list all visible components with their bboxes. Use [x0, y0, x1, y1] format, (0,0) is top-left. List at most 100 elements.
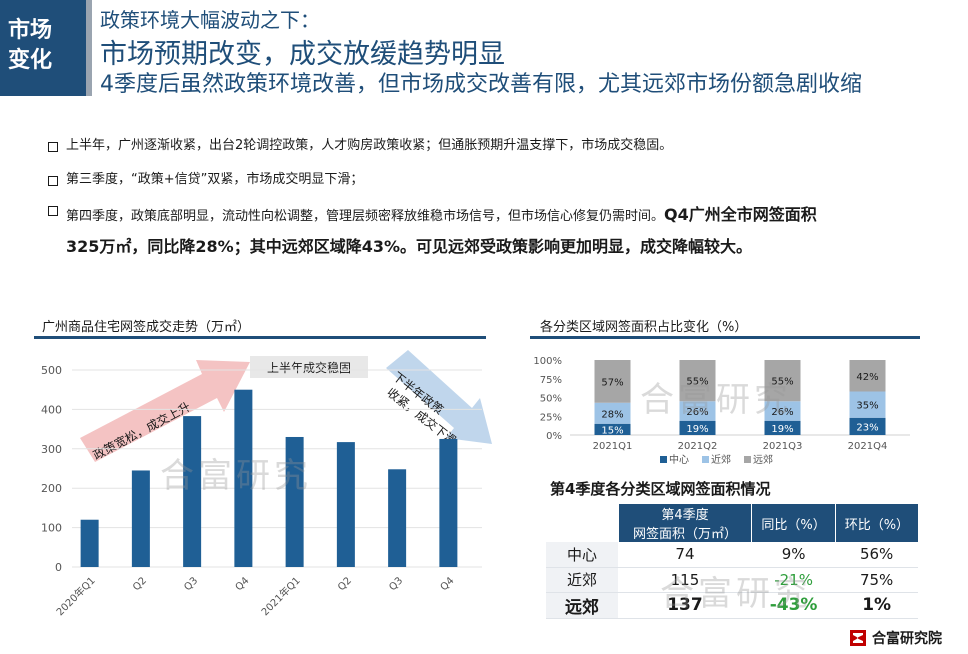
brand-logo-icon	[850, 630, 866, 646]
data-label: 55%	[771, 377, 793, 388]
page-subtitle: 政策环境大幅波动之下：	[100, 8, 320, 32]
y-tick-label: 500	[41, 364, 62, 377]
data-label: 26%	[686, 407, 708, 418]
row-area: 115	[618, 567, 752, 593]
legend-label: 中心	[669, 453, 689, 466]
left-chart-title: 广州商品住宅网签成交走势（万㎡）	[42, 320, 251, 335]
legend-label: 近郊	[711, 453, 731, 466]
x-tick-label: Q2	[131, 575, 149, 593]
watermark-left: 合富研究	[160, 456, 312, 496]
legend-label: 远郊	[753, 453, 773, 466]
x-tick-label: Q3	[182, 575, 200, 593]
data-label: 55%	[686, 377, 708, 388]
y-tick-label: 300	[41, 443, 62, 456]
stack-segment-近郊	[679, 401, 716, 421]
legend-swatch	[660, 456, 667, 463]
row-area: 137	[618, 592, 752, 619]
y-tick-label: 100	[41, 522, 62, 535]
watermark-table: 合富研究	[660, 574, 812, 614]
stack-segment-远郊	[849, 360, 886, 392]
row-yoy: 9%	[751, 542, 836, 568]
x-tick-label: Q2	[336, 575, 354, 593]
table-header-area: 第4季度网签面积（万㎡）	[618, 504, 753, 542]
bullet-list: 上半年，广州逐渐收紧，出台2轮调控政策，人才购房政策收紧；但通胀预期升温支撑下，…	[48, 136, 953, 278]
section-badge: 市场 变化	[0, 0, 86, 96]
table-row: 近郊 115 -21% 75%	[546, 567, 918, 593]
bar	[439, 438, 458, 567]
bullet-3-bold-b: 325万㎡，同比降28%；其中远郊区域降43%。可见远郊受政策影响更加明显，成交…	[66, 237, 752, 256]
row-area: 74	[618, 542, 752, 568]
data-label: 26%	[771, 407, 793, 418]
row-name: 中心	[546, 542, 618, 568]
x-tick-label: 2021Q1	[593, 441, 633, 452]
data-label: 23%	[856, 422, 878, 433]
y-tick-label: 100%	[533, 356, 562, 367]
legend-swatch	[702, 456, 709, 463]
bar	[80, 519, 99, 567]
bullet-item-3: 第四季度，政策底部明显，流动性向松调整，管理层频密释放维稳市场信号，但市场信心修…	[48, 200, 953, 264]
x-tick-label: Q3	[387, 575, 405, 593]
left-chart-rule	[34, 336, 486, 339]
y-tick-label: 200	[41, 482, 62, 495]
footer-text: 合富研究院	[872, 631, 942, 647]
stack-segment-中心	[594, 423, 631, 435]
stack-segment-近郊	[764, 401, 801, 421]
stack-segment-中心	[764, 420, 801, 435]
bar	[131, 470, 150, 567]
stack-segment-近郊	[594, 402, 631, 424]
y-tick-label: 0	[55, 561, 62, 574]
y-tick-label: 400	[41, 403, 62, 416]
stack-segment-近郊	[849, 391, 886, 418]
table-header-area-line2: 网签面积（万㎡）	[632, 527, 737, 542]
right-stacked-chart: 0% 25% 50% 75% 100% 15% 28% 57% 2021Q1 19% 26% 55% 2…	[533, 356, 910, 466]
table-header-area-line1: 第4季度	[661, 508, 709, 523]
table-header-yoy: 同比（%）	[751, 504, 836, 542]
x-tick-label: 2021Q3	[763, 441, 803, 452]
badge-stripe	[86, 0, 92, 96]
bar	[336, 442, 355, 567]
x-tick-label: Q4	[234, 575, 252, 593]
row-yoy: -43%	[751, 592, 836, 619]
footer-brand: 合富研究院	[850, 628, 942, 648]
row-qoq: 75%	[835, 567, 918, 593]
stack-segment-远郊	[594, 360, 631, 403]
page-headline: 4季度后虽然政策环境改善，但市场成交改善有限，尤其远郊市场份额急剧收缩	[100, 72, 862, 97]
x-tick-label: 2021年Q1	[258, 574, 302, 618]
bullet-3-text: 第四季度，政策底部明显，流动性向松调整，管理层频密释放维稳市场信号，但市场信心修…	[66, 209, 665, 224]
stack-segment-中心	[849, 417, 886, 435]
bar	[388, 469, 407, 567]
data-label: 57%	[601, 377, 623, 388]
row-qoq: 1%	[835, 592, 918, 619]
bullet-item-2: 第三季度，“政策+信贷”双紧，市场成交明显下滑；	[48, 170, 953, 190]
data-label: 28%	[601, 409, 623, 420]
table-header-qoq: 环比（%）	[835, 504, 918, 542]
x-tick-label: 2020年Q1	[53, 574, 97, 618]
table-title: 第4季度各分类区域网签面积情况	[550, 480, 771, 498]
right-chart-title: 各分类区域网签面积占比变化（%）	[540, 320, 748, 335]
annotation-box-text: 上半年成交稳固	[267, 360, 351, 375]
data-label: 19%	[686, 424, 708, 435]
row-name: 近郊	[546, 567, 618, 593]
stack-segment-远郊	[679, 360, 716, 402]
y-tick-label: 75%	[540, 375, 562, 386]
row-name: 远郊	[546, 592, 618, 619]
table-row: 中心 74 9% 56%	[546, 542, 918, 568]
bullet-3-bold-a: Q4广州全市网签面积	[664, 205, 817, 224]
y-tick-label: 25%	[540, 412, 562, 423]
bar	[234, 389, 253, 567]
annotation-box: 上半年成交稳固	[250, 356, 368, 378]
badge-line-1: 市场	[8, 18, 53, 43]
legend-swatch	[744, 456, 751, 463]
right-chart-rule	[530, 336, 920, 339]
left-bar-chart: 政策宽松，成交上升下半年政策收紧，成交下滑上半年成交稳固010020030040…	[41, 350, 492, 618]
x-tick-label: 2021Q2	[678, 441, 718, 452]
area-table: 第4季度网签面积（万㎡） 同比（%） 环比（%） 中心 74 9% 56% 近郊…	[546, 504, 918, 619]
row-yoy: -21%	[751, 567, 836, 593]
bullet-item-1: 上半年，广州逐渐收紧，出台2轮调控政策，人才购房政策收紧；但通胀预期升温支撑下，…	[48, 136, 953, 156]
y-tick-label: 50%	[540, 394, 562, 405]
data-label: 35%	[856, 401, 878, 412]
badge-line-2: 变化	[8, 48, 53, 73]
table-header-blank	[546, 504, 619, 542]
x-tick-label: 2021Q4	[848, 441, 888, 452]
